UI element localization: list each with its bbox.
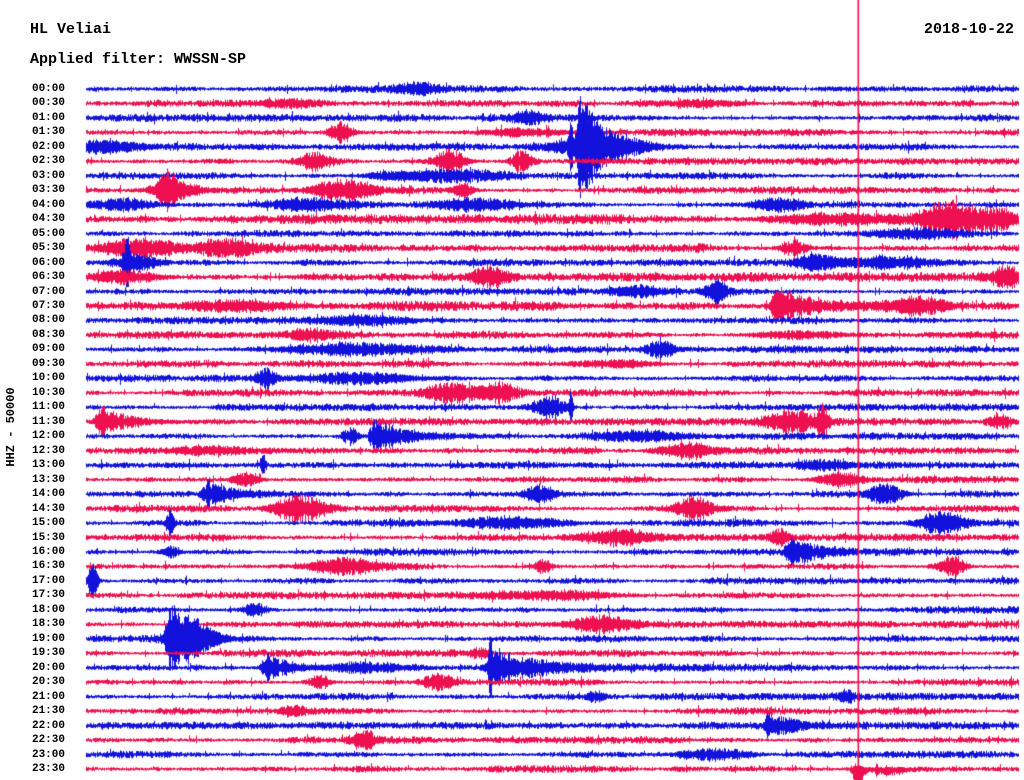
time-label: 05:30: [31, 242, 65, 255]
time-label: 15:30: [31, 531, 65, 544]
time-label: 10:30: [31, 386, 65, 399]
time-label: 16:30: [31, 560, 65, 573]
time-label: 17:30: [31, 589, 65, 602]
time-label: 22:30: [31, 734, 65, 747]
time-label: 14:30: [31, 502, 65, 515]
time-label: 09:30: [31, 357, 65, 370]
date-label: 2018-10-22: [923, 21, 1014, 38]
time-label: 05:00: [31, 227, 65, 240]
time-label: 11:30: [31, 415, 65, 428]
time-label: 15:00: [31, 517, 65, 530]
time-label: 10:00: [31, 372, 65, 385]
time-label: 14:00: [31, 488, 65, 501]
time-label: 06:30: [31, 271, 65, 284]
time-label: 01:00: [31, 111, 65, 124]
time-label: 03:30: [31, 184, 65, 197]
time-label: 00:00: [31, 83, 65, 95]
time-label: 11:00: [31, 401, 65, 414]
filter-label: Applied filter: WWSSN-SP: [30, 51, 247, 68]
time-label: 03:00: [31, 169, 65, 182]
time-label: 02:00: [31, 140, 65, 153]
time-label: 21:30: [31, 705, 65, 718]
time-label: 16:00: [31, 545, 65, 558]
time-label: 07:30: [31, 300, 65, 313]
time-label: 21:00: [31, 690, 65, 703]
time-label: 06:00: [31, 256, 65, 269]
time-label: 19:00: [31, 632, 65, 645]
station-title: HL Veliai: [30, 21, 112, 38]
time-label: 18:00: [31, 603, 65, 616]
time-label: 22:00: [31, 719, 65, 732]
time-label: 23:00: [31, 748, 65, 761]
time-label: 19:30: [31, 647, 65, 660]
time-label: 23:30: [31, 762, 65, 775]
time-label: 12:30: [31, 444, 65, 457]
time-label: 02:30: [31, 155, 65, 168]
time-label: 20:00: [31, 661, 65, 674]
time-label: 00:30: [31, 97, 65, 110]
time-label: 17:00: [31, 574, 65, 587]
time-label: 07:00: [31, 285, 65, 298]
time-label: 04:00: [31, 198, 65, 211]
time-label: 20:30: [31, 676, 65, 689]
time-label: 08:30: [31, 328, 65, 341]
time-label: 08:00: [31, 314, 65, 327]
time-label: 09:00: [31, 343, 65, 356]
time-label: 12:00: [31, 430, 65, 443]
time-label: 13:00: [31, 459, 65, 472]
time-label: 01:30: [31, 126, 65, 139]
time-label: 18:30: [31, 618, 65, 631]
time-label: 04:30: [31, 213, 65, 226]
time-label: 13:30: [31, 473, 65, 486]
